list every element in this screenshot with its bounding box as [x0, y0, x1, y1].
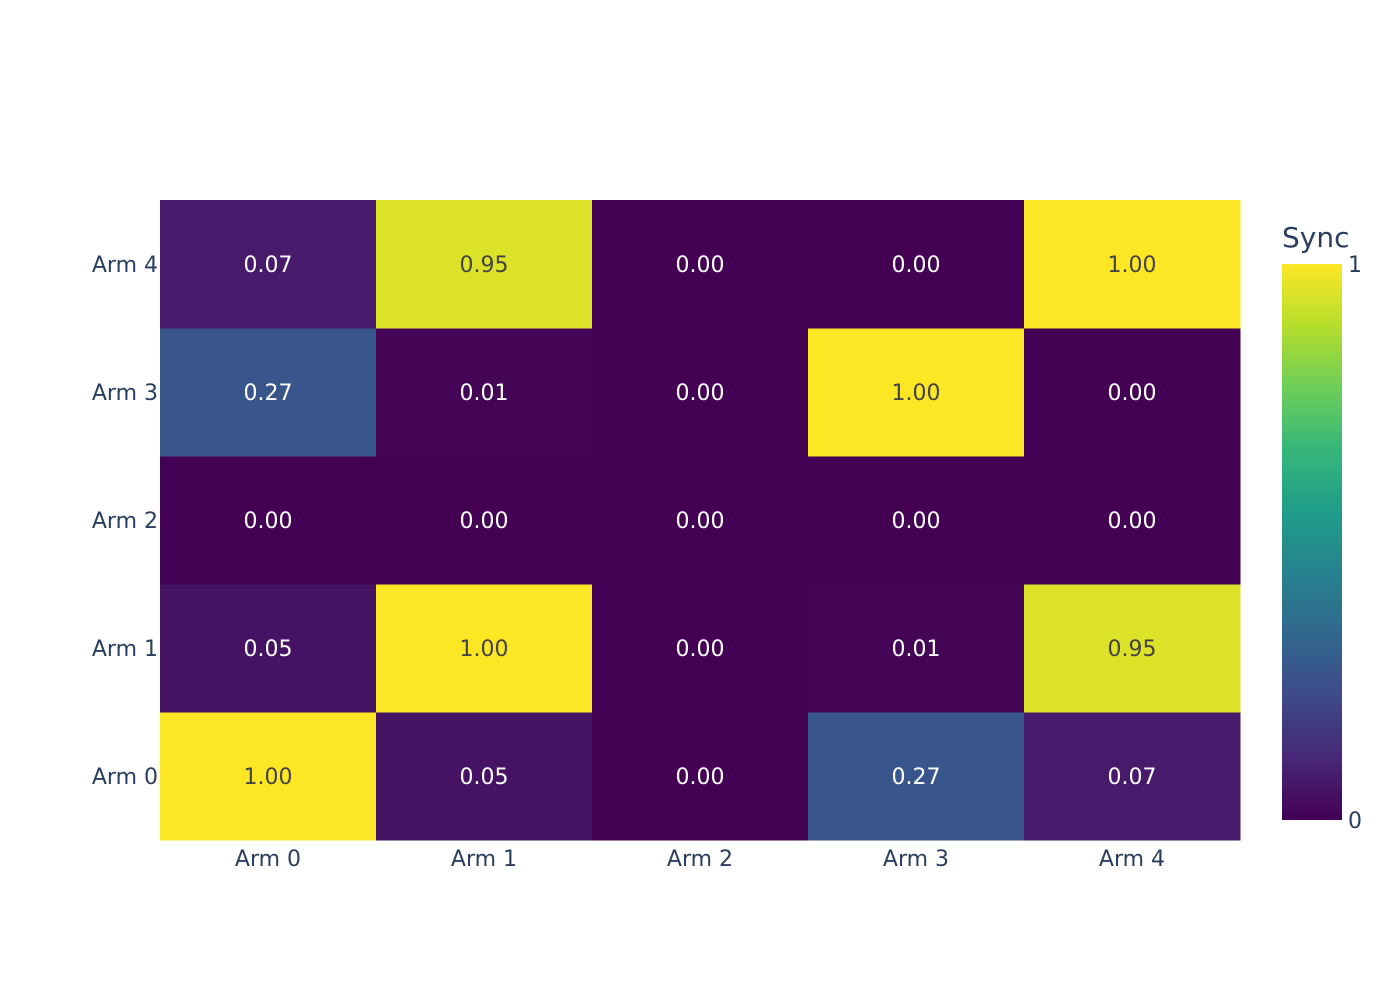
colorbar-tick-max: 1: [1348, 253, 1362, 278]
heatmap-cell-label: 0.07: [1108, 765, 1157, 790]
heatmap-cell-label: 0.00: [892, 509, 941, 534]
heatmap-cell: [1024, 200, 1241, 329]
y-tick-label: Arm 1: [92, 637, 158, 662]
colorbar: Sync 1 0: [1282, 221, 1362, 834]
heatmap-cell: [1024, 328, 1241, 457]
heatmap-cell: [1024, 712, 1241, 841]
heatmap-cells: [160, 200, 1241, 841]
heatmap-cell: [808, 456, 1025, 585]
heatmap-cell: [160, 712, 377, 841]
heatmap-cell: [1024, 584, 1241, 713]
heatmap-cell-label: 0.27: [892, 765, 941, 790]
x-axis-ticks: Arm 0 Arm 1 Arm 2 Arm 3 Arm 4: [235, 847, 1165, 872]
y-tick-label: Arm 4: [92, 253, 158, 278]
heatmap-cell: [376, 584, 593, 713]
heatmap-cell: [376, 200, 593, 329]
heatmap-cell-label: 0.95: [460, 253, 509, 278]
heatmap-cell-label: 0.07: [244, 253, 293, 278]
x-tick-label: Arm 2: [667, 847, 733, 872]
heatmap-cell-label: 1.00: [244, 765, 293, 790]
heatmap-cell: [592, 328, 809, 457]
heatmap-cell: [160, 584, 377, 713]
heatmap-cell: [808, 712, 1025, 841]
heatmap-cell-label: 0.00: [892, 253, 941, 278]
colorbar-tick-min: 0: [1348, 809, 1362, 834]
y-tick-label: Arm 0: [92, 765, 158, 790]
heatmap-cell-label: 0.05: [460, 765, 509, 790]
heatmap-cell-label: 0.00: [244, 509, 293, 534]
heatmap-cell: [1024, 456, 1241, 585]
heatmap-cell: [592, 200, 809, 329]
heatmap-cell-label: 0.00: [460, 509, 509, 534]
heatmap-cell-labels: 1.00 0.05 0.00 0.27 0.07 0.05 1.00 0.00 0.01 0.95…: [244, 253, 1157, 790]
y-axis-ticks: Arm 0 Arm 1 Arm 2 Arm 3 Arm 4: [92, 253, 158, 790]
heatmap-cell: [160, 456, 377, 585]
heatmap-cell: [160, 200, 377, 329]
heatmap-cell: [592, 712, 809, 841]
colorbar-title: Sync: [1282, 221, 1349, 254]
heatmap-cell-label: 0.95: [1108, 637, 1157, 662]
heatmap-cell-label: 1.00: [1108, 253, 1157, 278]
heatmap-cell-label: 0.01: [892, 637, 941, 662]
heatmap-cell-label: 0.00: [676, 253, 725, 278]
heatmap-cell-label: 0.05: [244, 637, 293, 662]
heatmap-cell: [376, 712, 593, 841]
heatmap-cell-label: 0.00: [1108, 381, 1157, 406]
x-tick-label: Arm 1: [451, 847, 517, 872]
heatmap-cell: [808, 584, 1025, 713]
heatmap-cell: [376, 328, 593, 457]
x-tick-label: Arm 4: [1099, 847, 1165, 872]
heatmap-cell: [592, 584, 809, 713]
heatmap-cell-label: 1.00: [460, 637, 509, 662]
x-tick-label: Arm 0: [235, 847, 301, 872]
heatmap-cell-label: 0.01: [460, 381, 509, 406]
y-tick-label: Arm 3: [92, 381, 158, 406]
y-tick-label: Arm 2: [92, 509, 158, 534]
x-tick-label: Arm 3: [883, 847, 949, 872]
heatmap-cell: [376, 456, 593, 585]
heatmap-cell: [808, 200, 1025, 329]
heatmap-cell-label: 0.00: [676, 381, 725, 406]
heatmap-cell: [160, 328, 377, 457]
heatmap-cell-label: 0.00: [676, 637, 725, 662]
heatmap-cell-label: 1.00: [892, 381, 941, 406]
colorbar-gradient: [1282, 264, 1342, 820]
heatmap-cell: [808, 328, 1025, 457]
heatmap-cell-label: 0.27: [244, 381, 293, 406]
heatmap-cell-label: 0.00: [676, 509, 725, 534]
heatmap-cell-label: 0.00: [676, 765, 725, 790]
heatmap-cell: [592, 456, 809, 585]
heatmap-cell-label: 0.00: [1108, 509, 1157, 534]
